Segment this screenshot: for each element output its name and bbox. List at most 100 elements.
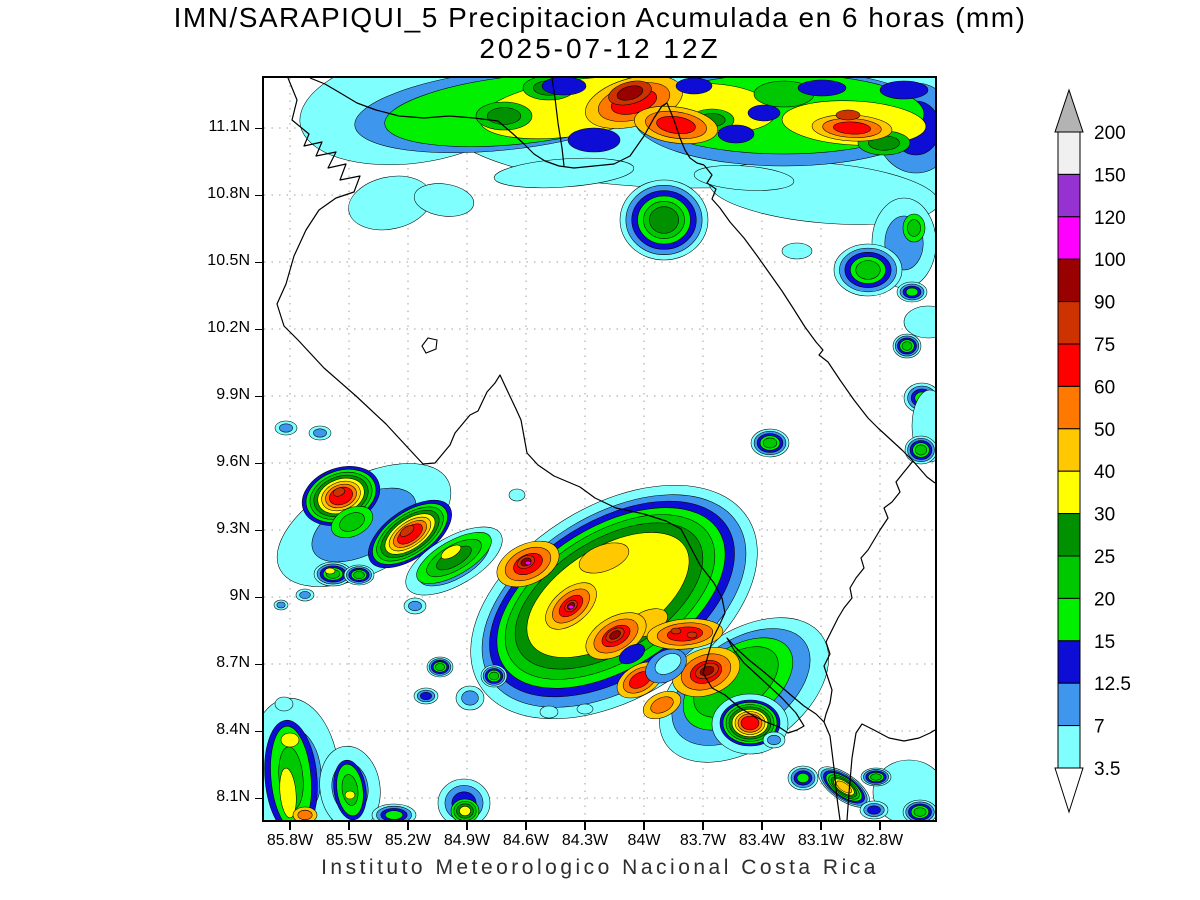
colorbar-segment [1058, 556, 1080, 598]
precip-contour [540, 706, 558, 718]
lat-tick-mark [255, 195, 264, 197]
lon-tick-mark [702, 821, 704, 830]
precip-contour [906, 288, 918, 296]
precip-contour [300, 591, 311, 598]
precip-contour [767, 735, 780, 745]
lat-tick-label: 8.4N [186, 721, 250, 739]
lat-tick-label: 9N [186, 587, 250, 605]
precip-contour [568, 605, 574, 609]
lon-tick-label: 84.9W [437, 832, 497, 850]
precip-contour [298, 810, 312, 820]
footer-caption: Instituto Meteorologico Nacional Costa R… [0, 856, 1200, 880]
colorbar-label: 120 [1094, 208, 1126, 229]
precip-contour [277, 602, 285, 608]
lon-tick-mark [820, 821, 822, 830]
precip-contour [577, 704, 593, 714]
precip-contour [279, 424, 292, 432]
lat-tick-label: 10.8N [186, 185, 250, 203]
precip-contour [856, 261, 880, 280]
precip-contour [798, 80, 846, 96]
lon-tick-label: 84.6W [496, 832, 556, 850]
precip-contour [420, 692, 431, 699]
colorbar-label: 12.5 [1094, 674, 1131, 695]
colorbar-segment [1058, 598, 1080, 640]
lat-tick-label: 11.1N [186, 118, 250, 136]
precip-contour [345, 791, 355, 799]
lat-tick-mark [255, 664, 264, 666]
colorbar-segment [1058, 259, 1080, 301]
colorbar-segment [1058, 302, 1080, 344]
lat-tick-label: 10.2N [186, 319, 250, 337]
colorbar-label: 200 [1094, 123, 1126, 144]
colorbar-under-arrow [1055, 768, 1083, 812]
colorbar-segment [1058, 386, 1080, 428]
precip-contour [649, 207, 678, 234]
colorbar-label: 90 [1094, 293, 1115, 314]
lat-tick-label: 10.5N [186, 252, 250, 270]
lon-tick-label: 83.1W [791, 832, 851, 850]
title-line-2: 2025-07-12 12Z [0, 33, 1200, 64]
lon-tick-mark [761, 821, 763, 830]
precip-contour [904, 306, 935, 338]
lat-tick-mark [255, 463, 264, 465]
lat-tick-mark [255, 530, 264, 532]
colorbar-label: 3.5 [1094, 759, 1120, 780]
colorbar-segment [1058, 217, 1080, 259]
precip-contour [525, 561, 531, 565]
precip-contour [462, 691, 479, 705]
colorbar-label: 30 [1094, 505, 1115, 526]
lon-tick-label: 85.2W [378, 832, 438, 850]
precip-contour [914, 808, 926, 817]
colorbar-label: 15 [1094, 632, 1115, 653]
colorbar-over-arrow [1055, 90, 1083, 132]
precip-contour [568, 128, 620, 152]
lon-tick-label: 85.8W [260, 832, 320, 850]
lon-tick-label: 84.3W [555, 832, 615, 850]
precip-contour [275, 697, 293, 711]
lat-tick-label: 8.1N [186, 788, 250, 806]
colorbar-label: 150 [1094, 165, 1126, 186]
colorbar-segment [1058, 683, 1080, 725]
precip-contour [671, 628, 681, 634]
coastline [824, 461, 913, 722]
precip-contour [871, 774, 882, 780]
colorbar-segment [1058, 514, 1080, 556]
lat-tick-mark [255, 396, 264, 398]
lat-tick-mark [255, 128, 264, 130]
precip-contour [435, 663, 444, 670]
colorbar-label: 50 [1094, 420, 1115, 441]
map-plot-frame [262, 76, 937, 822]
precip-contour [836, 110, 860, 120]
lon-tick-mark [643, 821, 645, 830]
precip-contour [797, 773, 809, 783]
precip-contour [325, 568, 335, 574]
lon-tick-label: 84W [614, 832, 674, 850]
precip-contour [907, 220, 920, 237]
precip-contour [763, 438, 777, 448]
colorbar-segment [1058, 641, 1080, 683]
lon-tick-mark [466, 821, 468, 830]
precip-contour [542, 78, 586, 95]
precip-contour [676, 78, 712, 94]
lon-tick-mark [525, 821, 527, 830]
colorbar-label: 20 [1094, 589, 1115, 610]
gulf-island [422, 338, 437, 353]
lon-tick-mark [584, 821, 586, 830]
lon-tick-label: 85.5W [319, 832, 379, 850]
lat-tick-mark [255, 262, 264, 264]
lat-tick-label: 9.3N [186, 520, 250, 538]
lon-tick-label: 83.7W [673, 832, 733, 850]
colorbar-label: 75 [1094, 335, 1115, 356]
precip-contour [867, 806, 880, 814]
precip-contour [915, 445, 927, 455]
lat-tick-mark [255, 597, 264, 599]
colorbar-segment [1058, 726, 1080, 768]
lon-tick-mark [289, 821, 291, 830]
lon-tick-mark [348, 821, 350, 830]
precip-contour [385, 811, 403, 820]
weather-map-page: { "title": { "line1": "IMN/SARAPIQUI_5 P… [0, 0, 1200, 900]
precip-contour [782, 243, 812, 259]
colorbar-label: 40 [1094, 462, 1115, 483]
precip-contour [459, 806, 470, 816]
lat-tick-label: 9.6N [186, 453, 250, 471]
